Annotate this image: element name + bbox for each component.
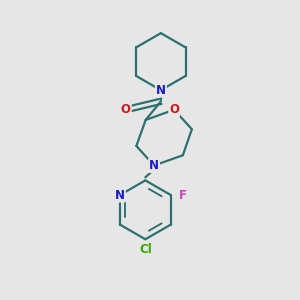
Text: O: O [169,103,179,116]
Text: Cl: Cl [139,243,152,256]
Text: O: O [121,103,131,116]
Text: N: N [156,84,166,97]
Text: N: N [149,159,159,172]
Text: F: F [178,189,187,202]
Text: N: N [115,189,125,202]
